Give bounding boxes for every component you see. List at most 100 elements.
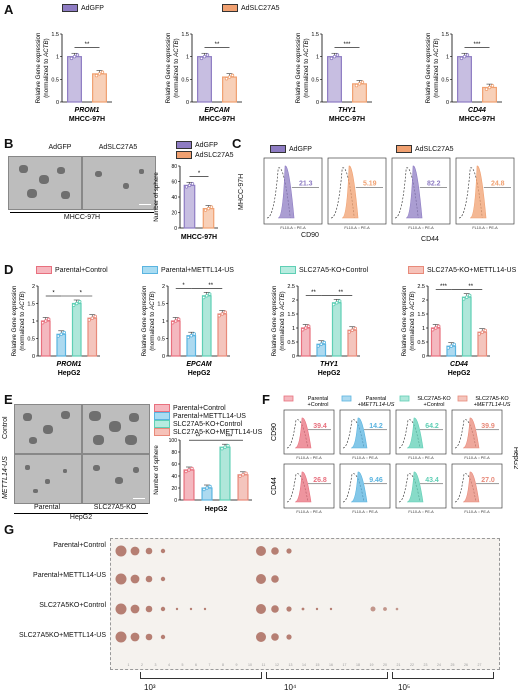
- data-point: [90, 316, 94, 320]
- flow-f-r1-c1-axis-label: FL10-A :: PE-A: [352, 510, 378, 514]
- flow-f-r0-c3-value: 39.9: [481, 423, 495, 430]
- flow-f-r0-c1-axis-label: FL10-A :: PE-A: [352, 456, 378, 460]
- bar-adslc27a5: [352, 83, 367, 103]
- colony-r2-a6: [203, 607, 207, 611]
- data-point: [480, 330, 484, 334]
- legend-swatch: [222, 4, 238, 12]
- data-point: [93, 314, 97, 319]
- colony-r0-b1: [271, 547, 279, 555]
- panel-label-c: C: [232, 136, 242, 151]
- bar-slc27a5-ko-mettl14-us: [87, 317, 98, 357]
- bar-parental-control: [300, 327, 311, 357]
- y-axis-label: Relative Gene expression (normalized to A…: [425, 32, 440, 103]
- group-line: [10, 212, 154, 213]
- panel-d-charts: 00.511.52* *Relative Gene expression (norm…: [11, 283, 490, 377]
- lane-number: 3: [155, 663, 157, 667]
- bar-slc27a5-ko-mettl14-us: [217, 313, 228, 357]
- y-tick-label: 1: [292, 326, 295, 332]
- y-tick-label: 2.5: [417, 284, 425, 290]
- legend-label: SLC27A5-KO+METTL14-US: [427, 266, 517, 274]
- group-label-mhcc97h: MHCC-97H: [63, 214, 101, 221]
- row-label-control: Control: [2, 416, 9, 440]
- significance-mark: *: [52, 291, 55, 297]
- data-point: [316, 344, 320, 348]
- colony-r3-b0: [256, 632, 266, 642]
- colony-r1-a2: [145, 575, 153, 583]
- row-label-g-3: SLC27A5KO+Control: [39, 602, 106, 609]
- x-axis-sublabel: MHCC-97H: [459, 116, 495, 123]
- row-label-f-0: CD90: [271, 423, 278, 441]
- x-axis-sublabel: MHCC-97H: [329, 116, 365, 123]
- lane-number: 9: [236, 663, 238, 667]
- x-axis-label: PROM1: [75, 107, 100, 114]
- y-axis-label-line1: Number of sphere: [153, 445, 160, 495]
- x-axis-sublabel: HepG2: [448, 370, 471, 377]
- significance-mark: ***: [440, 284, 448, 290]
- bar-adgfp: [457, 56, 472, 103]
- bar-adgfp: [67, 56, 82, 103]
- colony-r2-c1: [383, 607, 387, 611]
- significance-mark: *: [182, 283, 185, 289]
- data-point: [206, 206, 211, 211]
- data-point: [187, 183, 192, 188]
- colony-r0-a0: [115, 545, 127, 557]
- data-point: [41, 321, 45, 325]
- row-label-g-2: Parental+METTL14-US: [33, 572, 106, 579]
- legend-label-f-2: SLC27A5-KO: [417, 396, 451, 402]
- flow-c3-value: 82.2: [427, 181, 441, 188]
- y-tick-label: 1: [446, 55, 449, 61]
- y-axis-label-line2: (normalized to ACTB): [303, 38, 310, 98]
- sphere-image-adslc27a5: [82, 156, 156, 210]
- data-point: [78, 300, 82, 304]
- legend-label: Parental+METTL14-US: [161, 266, 234, 274]
- x-axis-label: EPCAM: [186, 361, 211, 368]
- colony-r1-a3: [160, 576, 166, 582]
- flow-f-r1-c0-sample-curve: [294, 471, 312, 503]
- colony-r2-b3: [301, 607, 305, 611]
- y-axis-label-line1: Number of sphere: [153, 172, 160, 222]
- colony-r2-b1: [271, 605, 279, 613]
- y-tick-label: 1: [32, 319, 35, 325]
- y-tick-label: 0.5: [311, 77, 319, 83]
- y-tick-label: 1.5: [157, 302, 165, 308]
- y-axis-label: Number of sphere: [153, 445, 160, 495]
- y-tick-label: 0: [56, 100, 59, 106]
- legend-swatch-f-0: [283, 395, 294, 402]
- y-tick-label: 20: [171, 211, 177, 217]
- y-tick-label: 80: [171, 450, 177, 456]
- y-tick-label: 0.5: [27, 337, 35, 343]
- colony-r0-a1: [130, 546, 140, 556]
- flow-f-r0-c3-sample-curve: [462, 417, 480, 449]
- col-label-parental: Parental: [33, 504, 61, 511]
- y-tick-label: 0.5: [51, 77, 59, 83]
- data-point: [446, 346, 450, 350]
- colony-r2-a5: [189, 607, 193, 611]
- data-point: [307, 324, 311, 328]
- bar-adgfp: [327, 56, 342, 103]
- col-label-ko: SLC27A5-KO: [93, 504, 137, 511]
- data-point: [205, 294, 209, 298]
- legend-c-adgfp: AdGFP: [270, 145, 312, 153]
- colony-r3-b1: [271, 633, 279, 641]
- legend-label: AdGFP: [289, 145, 312, 153]
- x-axis-label: EPCAM: [204, 107, 229, 114]
- y-tick-label: 0: [32, 354, 35, 360]
- lane-number: 6: [195, 663, 197, 667]
- side-label-hepg2: HepG2: [512, 447, 518, 469]
- sphere-image-ko-control: [82, 404, 150, 454]
- flow-f-r0-c0-value: 39.4: [313, 423, 327, 430]
- x-axis-sublabel: MHCC-97H: [69, 116, 105, 123]
- sphere-image-adgfp: [8, 156, 82, 210]
- colony-r2-a3: [160, 606, 166, 612]
- data-point: [75, 301, 79, 306]
- legend-label-f2-0: +Control: [308, 402, 329, 408]
- y-axis-label-line1: Relative Gene expression: [141, 285, 148, 356]
- data-point: [174, 319, 178, 323]
- lane-number: 13: [289, 663, 293, 667]
- y-tick-label: 0: [422, 354, 425, 360]
- legend-label-f-0: Parental: [308, 396, 329, 402]
- bar-parental-control: [40, 320, 51, 357]
- significance-mark: *: [80, 291, 83, 297]
- data-point: [190, 182, 195, 186]
- flow-f-r1-c3-sample-curve: [462, 471, 480, 503]
